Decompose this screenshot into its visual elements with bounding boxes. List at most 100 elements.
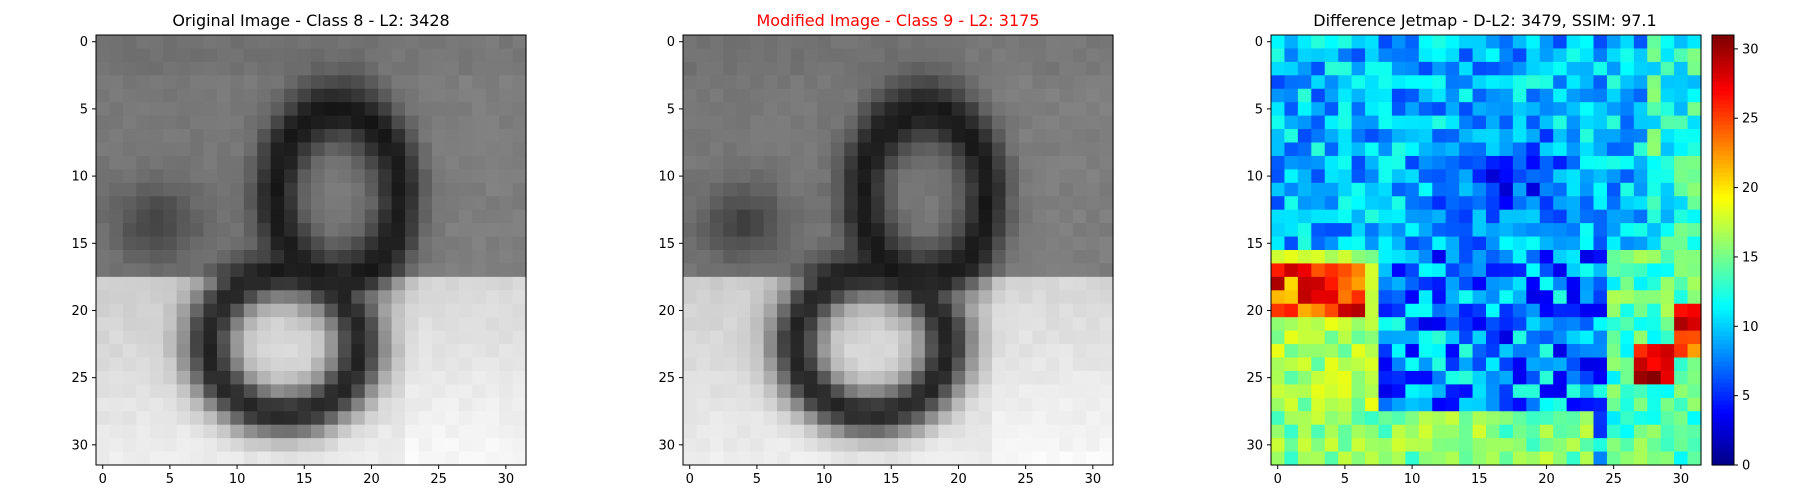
heatmap-cell	[1539, 75, 1554, 90]
heatmap-cell	[1674, 35, 1689, 50]
heatmap-cell	[1606, 155, 1621, 170]
heatmap-cell	[844, 236, 859, 251]
heatmap-cell	[1526, 370, 1541, 385]
heatmap-cell	[683, 451, 698, 466]
heatmap-cell	[499, 330, 514, 345]
heatmap-cell	[270, 115, 285, 130]
heatmap-cell	[830, 317, 845, 332]
colorbar-segment	[1712, 151, 1734, 156]
colorbar-segment	[1712, 254, 1734, 260]
heatmap-cell	[391, 276, 406, 291]
heatmap-cell	[1499, 61, 1514, 76]
heatmap-cell	[1297, 344, 1312, 359]
heatmap-cell	[709, 276, 724, 291]
heatmap-cell	[1553, 397, 1568, 412]
heatmap-cell	[485, 317, 500, 332]
heatmap-cell	[243, 303, 258, 318]
heatmap-cell	[311, 263, 326, 278]
heatmap-cell	[445, 102, 460, 117]
heatmap-cell	[418, 384, 433, 399]
heatmap-cell	[924, 35, 939, 50]
heatmap-cell	[938, 424, 953, 439]
heatmap-cell	[1633, 155, 1648, 170]
heatmap-cell	[1620, 182, 1635, 197]
heatmap-cell	[951, 357, 966, 372]
heatmap-cell	[1086, 129, 1101, 144]
heatmap-cell	[257, 411, 272, 426]
heatmap-cell	[163, 155, 178, 170]
heatmap-cell	[1526, 223, 1541, 238]
heatmap-cell	[391, 142, 406, 157]
heatmap-cell	[1405, 344, 1420, 359]
heatmap-cell	[1099, 263, 1114, 278]
heatmap-cell	[1378, 397, 1393, 412]
heatmap-cell	[216, 115, 231, 130]
heatmap-cell	[1365, 169, 1380, 184]
heatmap-cell	[1311, 236, 1326, 251]
heatmap-cell	[924, 102, 939, 117]
heatmap-cell	[736, 35, 751, 50]
heatmap-cell	[1072, 303, 1087, 318]
heatmap-cell	[1338, 115, 1353, 130]
heatmap-cell	[1391, 276, 1406, 291]
heatmap-cell	[149, 48, 164, 63]
heatmap-cell	[1338, 357, 1353, 372]
heatmap-cell	[1284, 102, 1299, 117]
heatmap-cell	[763, 88, 778, 103]
heatmap-cell	[723, 155, 738, 170]
heatmap-cell	[1674, 129, 1689, 144]
heatmap-cell	[750, 75, 765, 90]
heatmap-cell	[163, 438, 178, 453]
heatmap-cell	[1405, 330, 1420, 345]
heatmap-cell	[472, 397, 487, 412]
heatmap-cell	[1018, 196, 1033, 211]
heatmap-cell	[1553, 129, 1568, 144]
heatmap-cell	[723, 142, 738, 157]
heatmap-cell	[1472, 317, 1487, 332]
heatmap-cell	[911, 384, 926, 399]
heatmap-cell	[1674, 370, 1689, 385]
heatmap-cell	[1018, 48, 1033, 63]
heatmap-cell	[1539, 263, 1554, 278]
heatmap-cell	[1086, 182, 1101, 197]
heatmap-cell	[1018, 129, 1033, 144]
heatmap-cell	[190, 438, 205, 453]
heatmap-cell	[1580, 35, 1595, 50]
heatmap-cell	[898, 276, 913, 291]
heatmap-cell	[364, 223, 379, 238]
heatmap-cell	[683, 196, 698, 211]
heatmap-cell	[1072, 236, 1087, 251]
heatmap-cell	[512, 263, 527, 278]
heatmap-cell	[696, 115, 711, 130]
heatmap-cell	[709, 209, 724, 224]
heatmap-cell	[830, 344, 845, 359]
heatmap-cell	[1539, 61, 1554, 76]
heatmap-cell	[1086, 35, 1101, 50]
heatmap-cell	[723, 88, 738, 103]
heatmap-cell	[992, 102, 1007, 117]
heatmap-cell	[844, 451, 859, 466]
colorbar-segment	[1712, 129, 1734, 135]
heatmap-cell	[1512, 357, 1527, 372]
heatmap-cell	[499, 263, 514, 278]
heatmap-cell	[1432, 75, 1447, 90]
heatmap-cell	[1351, 411, 1366, 426]
heatmap-cell	[1580, 129, 1595, 144]
heatmap-cell	[109, 129, 124, 144]
axes-frame	[95, 34, 527, 466]
heatmap-cell	[1005, 330, 1020, 345]
heatmap-cell	[830, 169, 845, 184]
heatmap-cell	[709, 182, 724, 197]
heatmap-cell	[216, 129, 231, 144]
heatmap-cell	[351, 35, 366, 50]
heatmap-cell	[1338, 424, 1353, 439]
heatmap-cell	[938, 129, 953, 144]
colorbar-tick-label: 30	[1742, 42, 1759, 57]
heatmap-cell	[1445, 250, 1460, 265]
heatmap-cell	[736, 129, 751, 144]
heatmap-cell	[1459, 236, 1474, 251]
heatmap-cell	[857, 344, 872, 359]
heatmap-cell	[378, 182, 393, 197]
heatmap-cell	[736, 155, 751, 170]
heatmap-cell	[472, 384, 487, 399]
